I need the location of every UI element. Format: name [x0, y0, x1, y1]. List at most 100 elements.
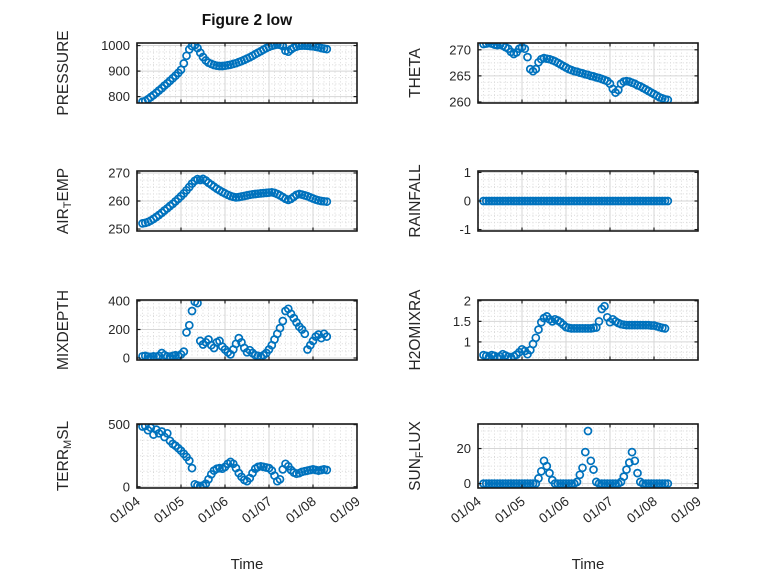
data-point [657, 196, 667, 206]
data-point [525, 196, 535, 206]
data-point [600, 479, 609, 488]
data-series [479, 196, 673, 206]
data-point [509, 479, 519, 488]
data-point [646, 479, 656, 488]
data-point [553, 479, 563, 488]
y-tick-label: 1000 [101, 38, 130, 53]
data-point [528, 196, 538, 206]
data-point [267, 43, 277, 51]
data-point [655, 196, 664, 206]
data-point [624, 196, 634, 206]
data-point [583, 196, 593, 206]
subplot-theta: 260 265 270 THETA [407, 42, 699, 109]
y-tick-label: 400 [108, 293, 130, 308]
data-point [627, 320, 637, 330]
data-point [300, 329, 310, 339]
y-tick-label: 260 [449, 94, 471, 109]
data-point [600, 301, 609, 311]
axis-ticks [477, 171, 699, 231]
axis-ticks [136, 43, 358, 103]
y-tick-label: 1.5 [453, 314, 471, 329]
data-point [580, 196, 590, 206]
data-point [550, 196, 560, 206]
data-point [322, 465, 332, 475]
data-point [605, 196, 615, 206]
data-point [613, 196, 623, 206]
data-point [635, 320, 645, 330]
data-point [492, 43, 502, 50]
data-point [622, 196, 631, 206]
data-point [536, 196, 546, 206]
data-point [514, 479, 524, 488]
axis-ticks [477, 300, 699, 360]
data-point [553, 196, 563, 206]
data-point [556, 479, 565, 488]
data-series [479, 426, 673, 488]
y-tick-label: 0 [464, 476, 471, 491]
data-point [517, 196, 527, 206]
data-point [630, 456, 640, 466]
data-point [179, 59, 189, 68]
data-point [646, 196, 656, 206]
subplot-sun-flux: 0 20 01/04 01/05 01/06 01/07 01/08 01/09 Time SUN… [407, 421, 704, 573]
axis-ticks [477, 424, 699, 488]
data-point [278, 316, 288, 326]
data-point [611, 479, 620, 488]
data-point [503, 352, 513, 360]
minor-grid [478, 424, 698, 488]
data-point [663, 95, 673, 103]
data-point [184, 320, 194, 330]
data-point [586, 456, 596, 466]
data-point [641, 479, 651, 488]
data-point [569, 196, 579, 206]
y-axis-label-h2omixra: H2OMIXRA [407, 289, 424, 371]
data-point [487, 479, 497, 488]
data-point [528, 479, 538, 488]
data-point [633, 468, 642, 478]
data-point [660, 479, 670, 488]
data-point [520, 44, 530, 54]
data-point [608, 196, 618, 206]
y-tick-label: -1 [459, 222, 471, 237]
data-point [498, 196, 508, 206]
data-point [506, 479, 516, 488]
data-point [492, 479, 502, 488]
axes-box [477, 299, 699, 361]
y-axis-label-rainfall: RAINFALL [407, 164, 424, 238]
data-point [664, 0, 671, 4]
data-point [503, 479, 513, 488]
subplot-terr-msl: 0 500 01/04 01/05 01/06 01/07 01/08 01/09 Time TE… [55, 417, 363, 573]
x-tick-label: 01/09 [327, 494, 363, 527]
axes-box [477, 423, 699, 489]
data-point [646, 321, 656, 330]
data-point [663, 479, 673, 488]
y-axis-label-theta: THETA [407, 48, 424, 98]
data-point [567, 479, 576, 488]
x-tick-label: 01/08 [283, 494, 319, 527]
data-point [495, 479, 505, 488]
data-point [622, 465, 631, 474]
data-point [644, 479, 653, 488]
data-point [187, 463, 197, 473]
data-point [509, 196, 519, 206]
data-point [556, 196, 565, 206]
data-point [523, 479, 532, 488]
y-axis-label-terr-msl: TERRMSL [55, 420, 74, 491]
y-tick-label: 500 [108, 417, 130, 432]
data-point [179, 347, 189, 356]
data-point [564, 196, 574, 206]
y-tick-label: 0 [123, 479, 130, 494]
data-point [545, 468, 554, 478]
y-axis-label-sun-flux: SUNFLUX [407, 421, 426, 491]
data-series [138, 424, 332, 488]
data-point [589, 196, 598, 206]
data-point [597, 479, 607, 488]
data-point [484, 479, 494, 488]
data-point [580, 447, 590, 457]
subplot-mixdepth: 0 200 400 MIXDEPTH [55, 290, 358, 370]
data-point [572, 196, 582, 206]
y-axis-label-air-temp: AIRTEMP [55, 168, 74, 234]
axis-ticks [136, 424, 358, 488]
x-tick-label: 01/06 [536, 494, 572, 527]
